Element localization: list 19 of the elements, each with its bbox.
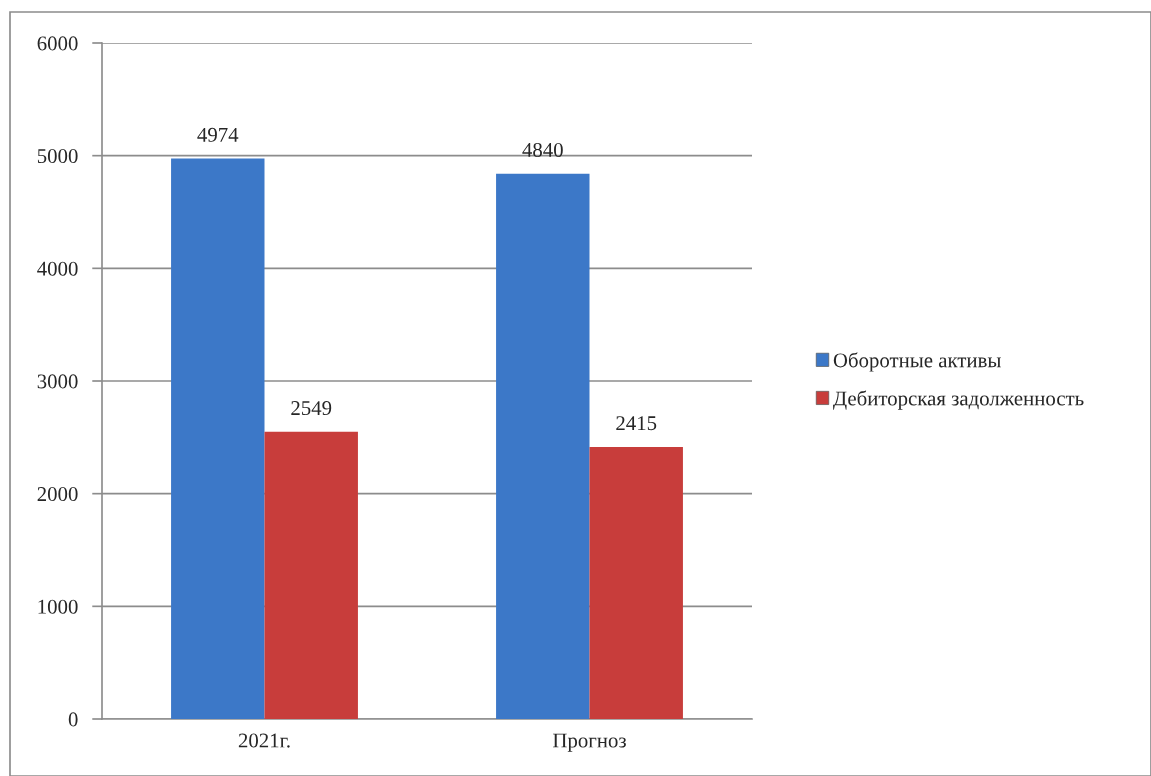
y-tick-label: 4000 <box>37 261 78 276</box>
x-tick-label: Прогноз <box>552 733 626 752</box>
data-label: 4974 <box>197 127 239 142</box>
data-label: 2549 <box>291 401 332 416</box>
bar <box>589 446 683 719</box>
bar <box>171 158 265 719</box>
legend-label: Дебиторская задолженность <box>833 390 1084 410</box>
x-tick-label: 2021г. <box>238 733 290 748</box>
bar <box>264 431 358 719</box>
y-tick-label: 5000 <box>37 149 78 164</box>
y-tick-label: 1000 <box>38 599 78 614</box>
bar <box>496 173 590 719</box>
y-tick-label: 6000 <box>37 36 78 51</box>
data-label: 2415 <box>616 416 657 431</box>
data-label: 4840 <box>522 142 563 157</box>
y-tick-label: 0 <box>68 712 78 727</box>
y-tick-label: 3000 <box>37 374 78 389</box>
y-tick-label: 2000 <box>37 487 78 502</box>
legend-label: Оборотные активы <box>833 352 1001 372</box>
